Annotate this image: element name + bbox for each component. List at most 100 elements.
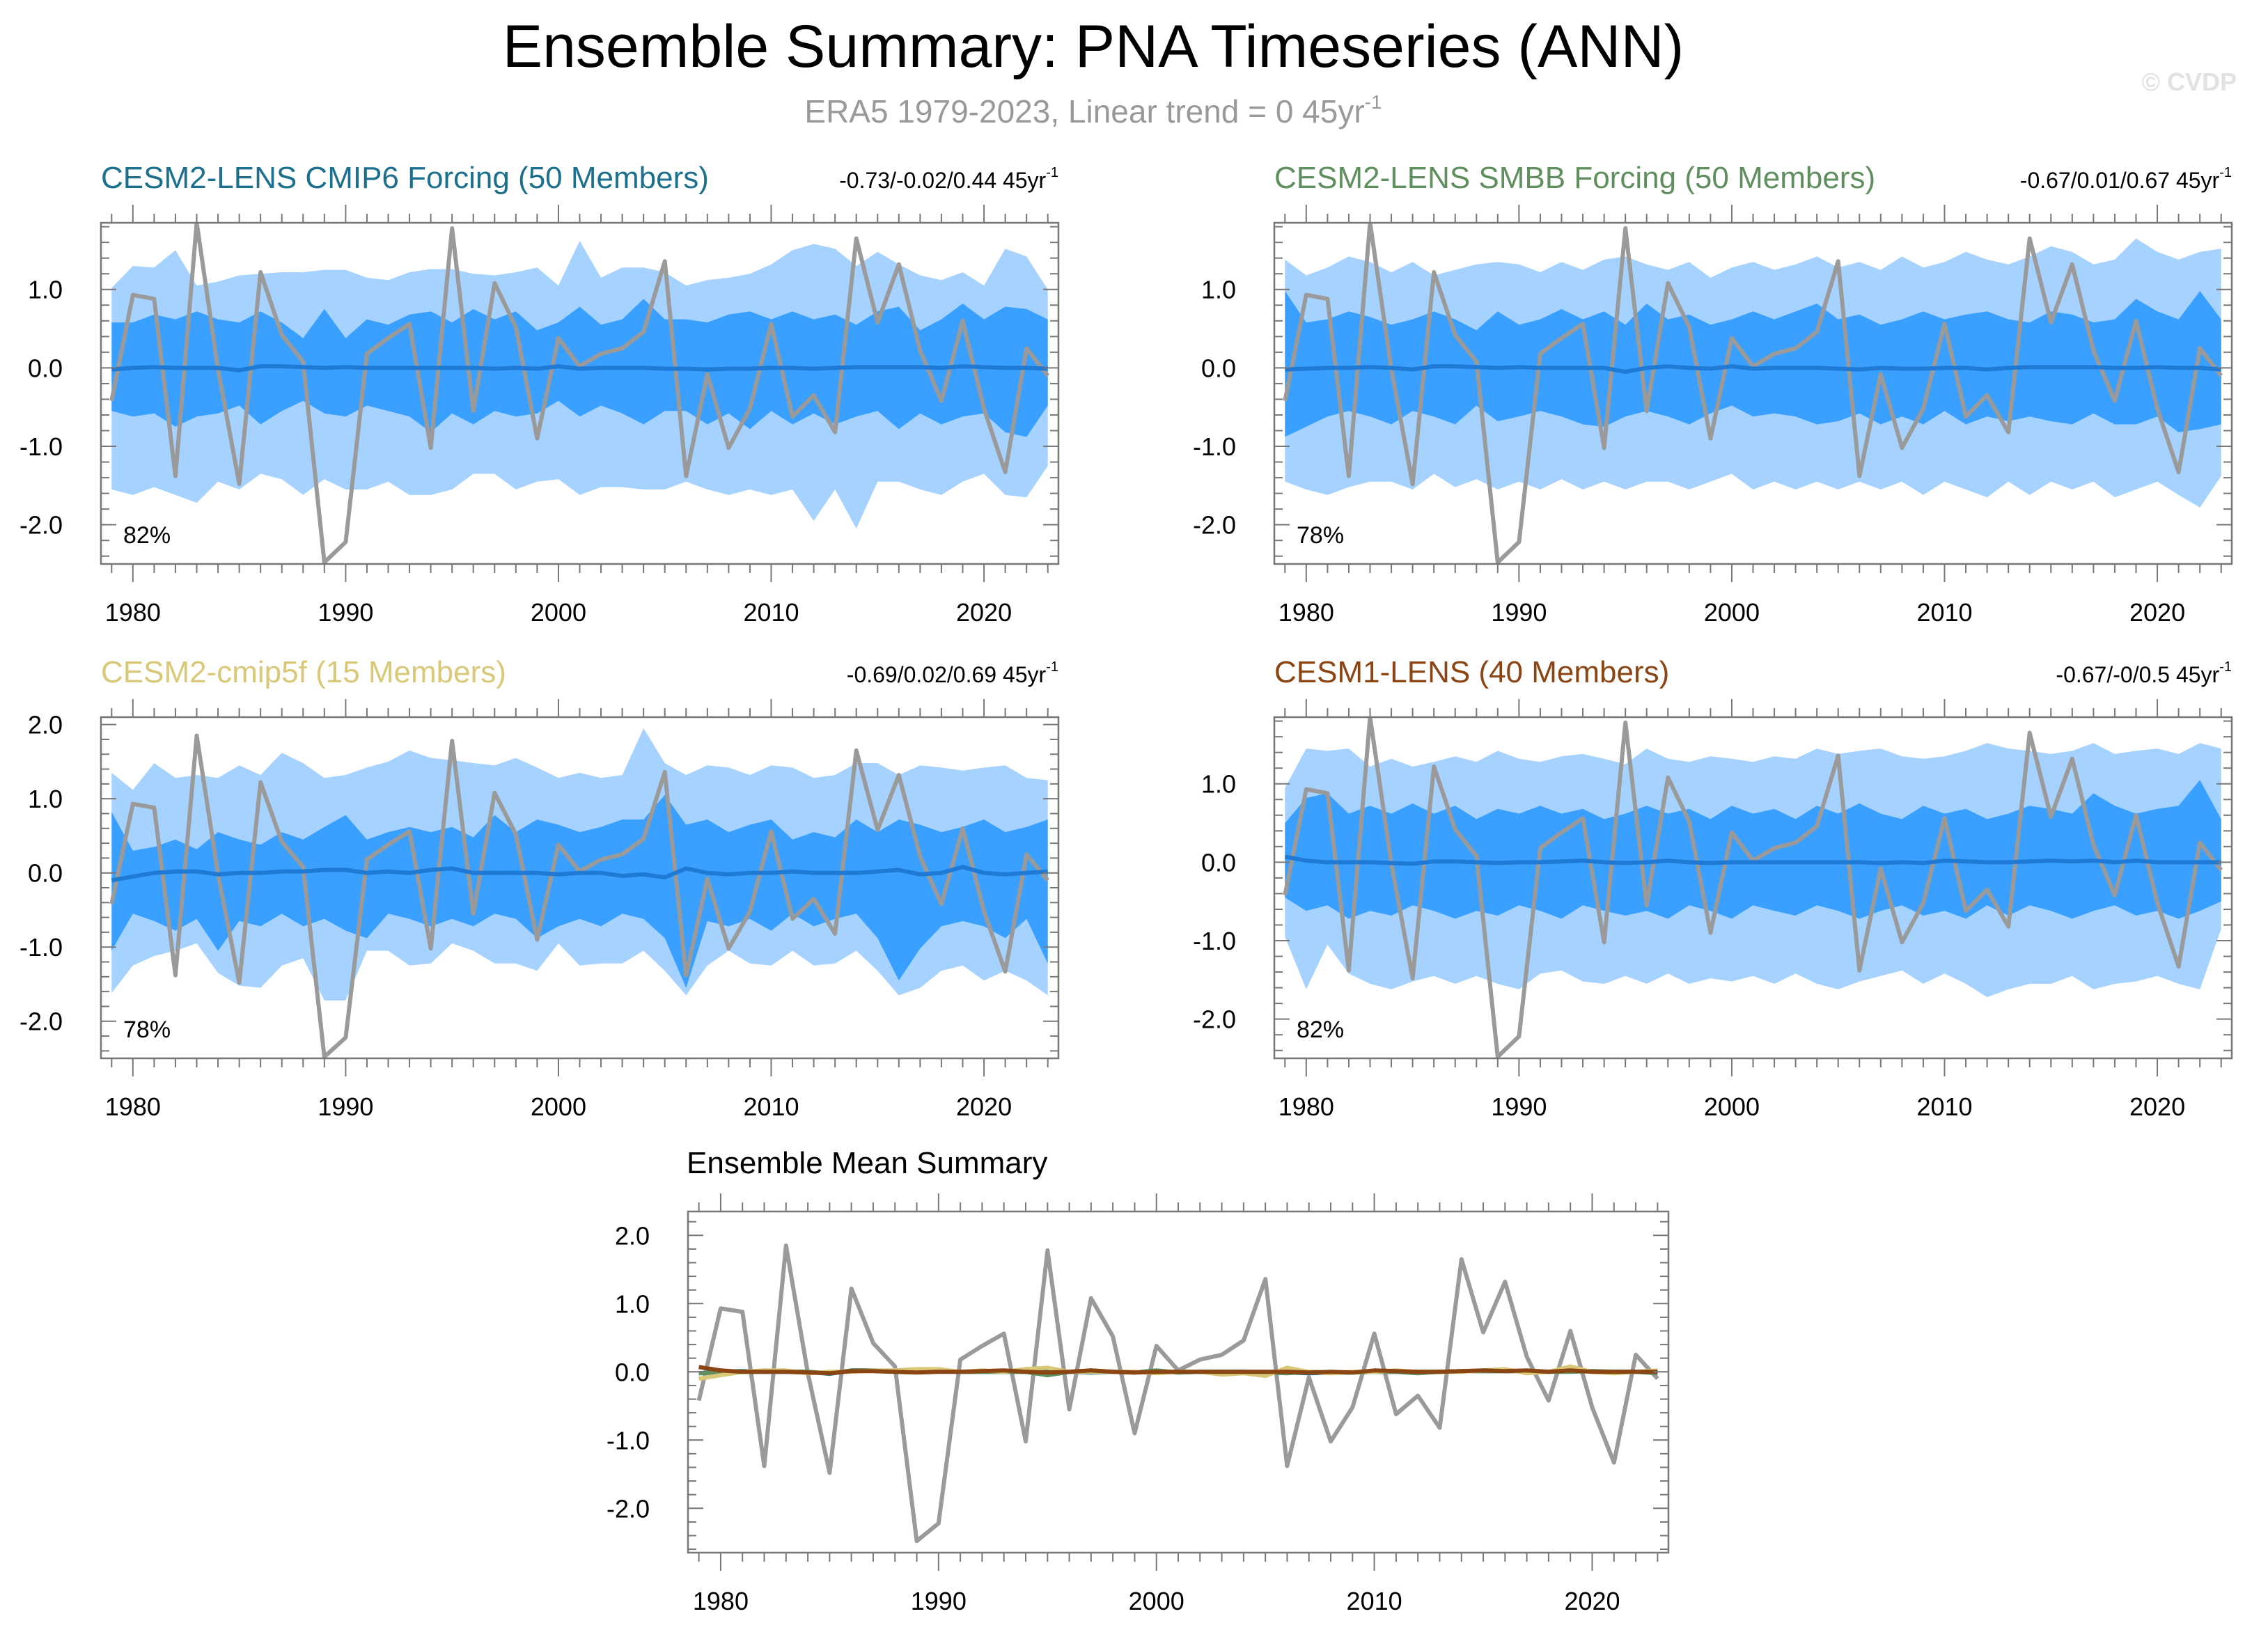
panel-5: -2.0 -1.0 0.0 1.0 2.0 1980 1990 2000 2010 2020 Ens… [607,1146,1670,1615]
data-layer [109,728,1050,1058]
data-layer [1283,717,2223,1058]
trend-text-superscript: -1 [1046,165,1058,180]
x-tick-label: 2000 [531,1092,586,1121]
x-tick-label: 1990 [911,1587,967,1615]
trend-text-main: -0.67/0.01/0.67 45yr [2020,168,2220,193]
x-tick-label: 2000 [1704,1092,1760,1121]
percent-label: 82% [1297,1017,1344,1043]
panel-1: -2.0 -1.0 0.0 1.0 1980 1990 2000 2010 2020 CESM2-… [19,161,1060,627]
y-tick-label: 1.0 [28,276,63,304]
x-tick-label: 1980 [1278,1092,1334,1121]
y-tick-label: -2.0 [1193,1005,1236,1034]
trend-text: -0.67/0.01/0.67 45yr-1 [2020,165,2232,193]
x-tick-label: 2010 [743,598,799,627]
panel-2: -2.0 -1.0 0.0 1.0 1980 1990 2000 2010 2020 CESM2-… [1193,161,2233,627]
ensemble-mean-line [111,865,1048,883]
plot-area [688,1211,1668,1553]
x-tick-label: 1980 [1278,598,1334,627]
trend-text-main: -0.73/-0.02/0.44 45yr [839,168,1046,193]
y-tick-label: 2.0 [615,1221,650,1250]
x-tick-label: 1990 [1491,598,1547,627]
x-tick-label: 1990 [1491,1092,1547,1121]
subtitle-main: ERA5 1979-2023, Linear trend = 0 45yr [804,93,1364,130]
panel-3: -2.0 -1.0 0.0 1.0 2.0 1980 1990 2000 2010 2020 CES… [19,655,1060,1121]
x-tick-label: 2010 [1916,598,1972,627]
x-axis: 1980 1990 2000 2010 2020 [105,699,1049,1121]
x-axis: 1980 1990 2000 2010 2020 [105,205,1049,627]
x-tick-label: 1980 [105,598,161,627]
percent-label: 78% [1297,522,1344,549]
y-tick-label: -1.0 [19,432,63,461]
y-axis: -2.0 -1.0 0.0 1.0 2.0 [19,711,1058,1052]
x-tick-label: 1980 [693,1587,749,1615]
data-layer [696,1244,1659,1544]
x-tick-label: 2020 [956,1092,1012,1121]
y-tick-label: -1.0 [607,1426,650,1454]
observed-line [1283,223,2223,564]
y-tick-label: 2.0 [28,711,63,739]
y-tick-label: -2.0 [19,511,63,540]
y-tick-label: -2.0 [19,1007,63,1036]
subtitle: ERA5 1979-2023, Linear trend = 0 45yr-1 [804,91,1382,130]
x-tick-label: 2020 [2129,1092,2185,1121]
y-tick-label: 1.0 [1201,770,1236,799]
subtitle-superscript: -1 [1365,91,1382,113]
panel-title: Ensemble Mean Summary [687,1146,1047,1180]
trend-text-main: -0.69/0.02/0.69 45yr [847,662,1047,687]
x-axis: 1980 1990 2000 2010 2020 [1278,205,2222,627]
ensemble-mean-line-4 [698,1365,1658,1376]
x-tick-label: 1980 [105,1092,161,1121]
y-tick-label: -2.0 [1193,511,1236,540]
x-axis: 1980 1990 2000 2010 2020 [693,1193,1659,1615]
x-tick-label: 2010 [1347,1587,1402,1615]
y-axis: -2.0 -1.0 0.0 1.0 [19,226,1058,557]
trend-text-superscript: -1 [2219,165,2232,180]
y-tick-label: 1.0 [1201,276,1236,304]
x-tick-label: 2010 [1916,1092,1972,1121]
x-tick-label: 2000 [531,598,586,627]
observed-line [109,223,1050,564]
data-layer [1283,223,2223,564]
panel-title: CESM2-cmip5f (15 Members) [101,655,506,689]
ensemble-mean-line [1285,364,2221,374]
y-axis: -2.0 -1.0 0.0 1.0 [1193,226,2232,557]
x-tick-label: 2000 [1704,598,1760,627]
trend-text: -0.69/0.02/0.69 45yr-1 [847,659,1058,687]
percent-label: 78% [123,1017,171,1043]
y-axis: -2.0 -1.0 0.0 1.0 2.0 [607,1221,1668,1551]
main-title: Ensemble Summary: PNA Timeseries (ANN) [503,13,1684,80]
x-tick-label: 2010 [743,1092,799,1121]
trend-text-superscript: -1 [1046,659,1058,675]
ensemble-mean-line [1284,854,2221,866]
x-tick-label: 2020 [2129,598,2185,627]
y-tick-label: -1.0 [1193,927,1236,955]
ensemble-mean-line [111,364,1048,372]
percent-label: 82% [123,522,171,549]
panel-title: CESM2-LENS CMIP6 Forcing (50 Members) [101,161,709,195]
y-tick-label: 0.0 [1201,848,1236,877]
trend-text: -0.67/-0/0.5 45yr-1 [2056,659,2232,687]
band-10-90 [1285,780,2221,919]
y-tick-label: -2.0 [607,1494,650,1523]
y-tick-label: 0.0 [28,354,63,382]
y-tick-label: 1.0 [28,785,63,813]
data-layer [109,223,1050,564]
y-axis: -2.0 -1.0 0.0 1.0 [1193,720,2232,1051]
panel-title: CESM2-LENS SMBB Forcing (50 Members) [1274,161,1875,195]
x-tick-label: 1990 [318,1092,373,1121]
panel-4: -2.0 -1.0 0.0 1.0 1980 1990 2000 2010 2020 CESM1-… [1193,655,2233,1121]
panel-title: CESM1-LENS (40 Members) [1274,655,1669,689]
y-tick-label: 0.0 [615,1358,650,1386]
trend-text-main: -0.67/-0/0.5 45yr [2056,662,2219,687]
trend-text-superscript: -1 [2219,659,2232,675]
x-tick-label: 1990 [318,598,373,627]
watermark: © CVDP [2141,68,2237,96]
band-10-90 [111,794,1048,988]
y-tick-label: -1.0 [19,933,63,962]
panels: -2.0 -1.0 0.0 1.0 1980 1990 2000 2010 2020 CESM2-… [19,161,2233,1615]
x-tick-label: 2020 [1564,1587,1620,1615]
y-tick-label: -1.0 [1193,432,1236,461]
x-axis: 1980 1990 2000 2010 2020 [1278,699,2222,1121]
y-tick-label: 1.0 [615,1289,650,1318]
